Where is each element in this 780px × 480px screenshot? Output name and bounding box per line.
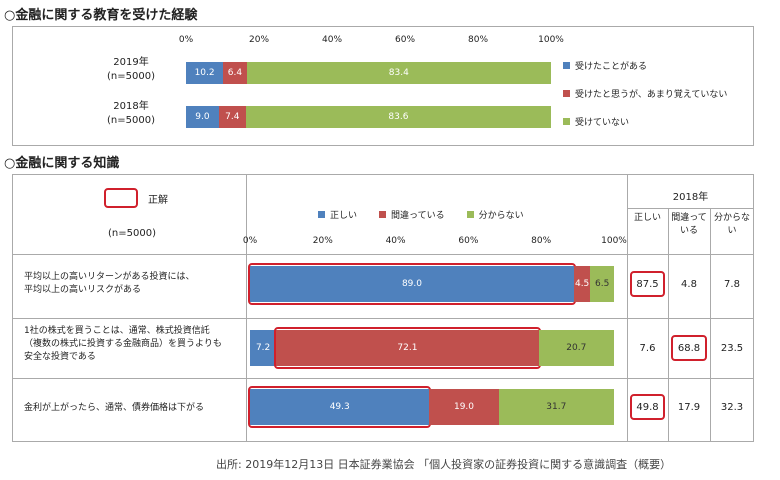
bar-segment: 7.2 — [250, 330, 277, 366]
value-2018: 68.8 — [677, 342, 701, 354]
legend-item: 間違っている — [379, 208, 445, 221]
correct-legend-label: 正解 — [148, 195, 168, 206]
value-2018: 17.9 — [677, 401, 701, 413]
grid-divider — [12, 254, 754, 255]
source-note: 出所: 2019年12月13日 日本証券業協会 「個人投資家の証券投資に関する意… — [216, 458, 672, 471]
legend-swatch-blue — [563, 61, 570, 69]
bar-segment: 10.2 — [186, 62, 224, 84]
legend-item: 受けていない — [563, 111, 727, 131]
axis-tick-label: 20% — [312, 236, 333, 246]
col-header-unknown: 分からな い — [713, 213, 750, 236]
axis-tick-label: 80% — [531, 236, 552, 246]
bar-segment: 89.0 — [250, 266, 574, 302]
bar-segment: 4.5 — [573, 266, 591, 302]
legend-swatch-green — [466, 211, 474, 218]
bar-segment: 20.7 — [538, 330, 614, 366]
correct-answer-highlight — [630, 271, 665, 297]
value-2018: 87.5 — [636, 278, 659, 290]
row-n: (n=5000) — [107, 115, 155, 126]
value-2018: 23.5 — [720, 342, 744, 354]
axis-tick-label: 80% — [467, 35, 489, 45]
row-n: (n=5000) — [107, 71, 155, 82]
legend-item: 受けたと思うが、あまり覚えていない — [563, 83, 727, 103]
axis-tick-label: 0% — [242, 236, 258, 246]
row-year: 2018年 — [113, 101, 149, 112]
correct-answer-highlight — [248, 386, 432, 428]
value-2018: 32.3 — [720, 401, 744, 413]
section2-table — [12, 174, 754, 442]
value-2018: 7.8 — [724, 278, 740, 290]
correct-legend-swatch — [104, 188, 138, 208]
year-header: 2018年 — [672, 192, 709, 203]
bar-segment: 83.4 — [246, 62, 551, 84]
bar-segment: 7.4 — [218, 106, 246, 128]
bar-segment: 9.0 — [186, 106, 219, 128]
axis-tick-label: 100% — [538, 35, 564, 45]
legend-item: 分からない — [466, 208, 524, 221]
axis-tick-label: 40% — [321, 35, 343, 45]
section1-heading: ○金融に関する教育を受けた経験 — [4, 8, 198, 23]
bar-segment: 19.0 — [429, 389, 499, 425]
legend-label: 分からない — [478, 211, 524, 221]
bar-segment: 31.7 — [498, 389, 614, 425]
bar-segment: 6.5 — [590, 266, 614, 302]
bar-segment: 72.1 — [276, 330, 539, 366]
legend-label: 正しい — [330, 211, 358, 221]
axis-tick-label: 40% — [385, 236, 406, 246]
legend-label: 受けたと思うが、あまり覚えていない — [575, 89, 728, 100]
section1-box — [12, 26, 754, 146]
correct-answer-highlight — [248, 263, 576, 305]
correct-answer-highlight — [671, 335, 707, 361]
axis-tick-label: 60% — [458, 236, 479, 246]
section1-row-label: 2018年 (n=5000) — [96, 100, 166, 128]
axis-tick-label: 60% — [394, 35, 416, 45]
section2-heading: ○金融に関する知識 — [4, 156, 120, 171]
bar-segment: 83.6 — [245, 106, 551, 128]
legend-swatch-red — [563, 89, 570, 97]
value-2018: 4.8 — [681, 278, 697, 290]
question-text: 平均以上の高いリターンがある投資には、 平均以上の高いリスクがある — [24, 272, 195, 295]
value-2018: 7.6 — [639, 342, 656, 354]
sample-size: (n=5000) — [108, 228, 156, 239]
correct-answer-highlight — [630, 394, 665, 420]
correct-answer-highlight — [274, 327, 541, 369]
legend-item: 正しい — [318, 208, 357, 221]
axis-tick-label: 0% — [178, 35, 194, 45]
legend-label: 受けたことがある — [575, 61, 648, 72]
row-year: 2019年 — [113, 57, 149, 68]
section2-legend: 正しい 間違っている 分からない — [318, 208, 524, 221]
question-text: 1社の株式を買うことは、通常、株式投資信託 （複数の株式に投資する金融商品）を買… — [24, 326, 222, 362]
grid-divider — [668, 208, 669, 442]
grid-divider — [12, 318, 754, 319]
legend-label: 受けていない — [575, 117, 630, 128]
legend-swatch-green — [563, 117, 570, 125]
section1-row-label: 2019年 (n=5000) — [96, 56, 166, 84]
bar-segment: 49.3 — [250, 389, 430, 425]
axis-tick-label: 20% — [248, 35, 270, 45]
grid-divider — [627, 174, 628, 442]
bar-segment: 6.4 — [223, 62, 247, 84]
value-2018: 49.8 — [636, 401, 659, 413]
legend-swatch-red — [379, 211, 387, 218]
legend-label: 間違っている — [391, 211, 445, 221]
question-text: 金利が上がったら、通常、債券価格は下がる — [24, 403, 205, 413]
legend-swatch-blue — [318, 211, 325, 218]
grid-divider — [12, 378, 754, 379]
col-header-correct: 正しい — [633, 213, 661, 223]
axis-tick-label: 100% — [601, 236, 627, 246]
col-header-wrong: 間違って いる — [671, 213, 707, 236]
section1-legend: 受けたことがある 受けたと思うが、あまり覚えていない 受けていない — [563, 55, 727, 131]
legend-item: 受けたことがある — [563, 55, 727, 75]
grid-divider — [710, 208, 711, 442]
grid-divider — [627, 208, 754, 209]
grid-divider — [246, 174, 247, 442]
